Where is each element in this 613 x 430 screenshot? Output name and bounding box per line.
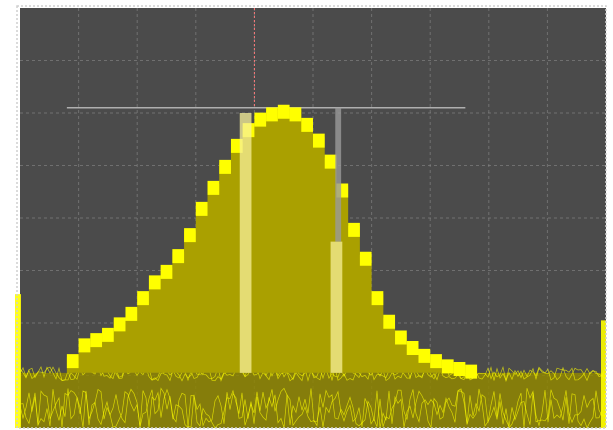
spectrum-step (160, 264, 173, 279)
spectrum-step (78, 338, 91, 353)
spectrum-step (406, 341, 419, 355)
noise-fill (20, 372, 606, 428)
left-edge-spike (15, 294, 21, 428)
spectrum-step (90, 333, 103, 348)
right-edge-spike (601, 320, 606, 428)
noise-trace (19, 388, 606, 429)
spectrum-step (219, 159, 231, 174)
ghost-column (335, 107, 342, 242)
spectrum-step (395, 330, 407, 345)
spectrum-step (266, 107, 278, 122)
spectrum-step (184, 228, 196, 243)
spectrum-step (207, 180, 220, 195)
noise-floor (15, 294, 606, 429)
screen-border (16, 5, 607, 429)
noise-trace (19, 365, 606, 383)
spectrum-step (113, 317, 126, 332)
spectrum-step (465, 364, 478, 379)
spectrum-step (277, 104, 290, 119)
peak-highlight-column (239, 113, 252, 373)
spectrum-step (66, 354, 79, 369)
spectrum-trace (66, 104, 478, 379)
spectrum-step (254, 112, 267, 127)
secondary-highlight-column (330, 241, 343, 373)
spectrum-step (348, 222, 360, 237)
spectrum-step (102, 327, 114, 342)
spectrum-step (125, 306, 138, 321)
spectrum-step (289, 107, 302, 122)
spectrum-step (324, 154, 337, 169)
spectrum-step (195, 201, 208, 216)
spectrum-step (313, 133, 325, 148)
spectrum-step (453, 362, 466, 376)
spectrum-step (418, 348, 431, 363)
spectrum-step (148, 275, 161, 290)
spectrum-step (172, 249, 185, 264)
spectrum-step (137, 291, 149, 306)
spectrum-step (383, 314, 396, 329)
spectrum-step (441, 359, 454, 374)
spectrum-step (430, 354, 442, 369)
spectrum-step (301, 117, 313, 132)
spectrum-step (336, 183, 349, 198)
spectrum-step (371, 291, 384, 306)
spectrum-step (359, 251, 372, 266)
highlight-columns (239, 107, 343, 373)
spectrum-step (230, 138, 243, 153)
noise-trace (19, 365, 606, 382)
noise-trace (19, 387, 606, 429)
spectrum-fill (66, 107, 478, 373)
